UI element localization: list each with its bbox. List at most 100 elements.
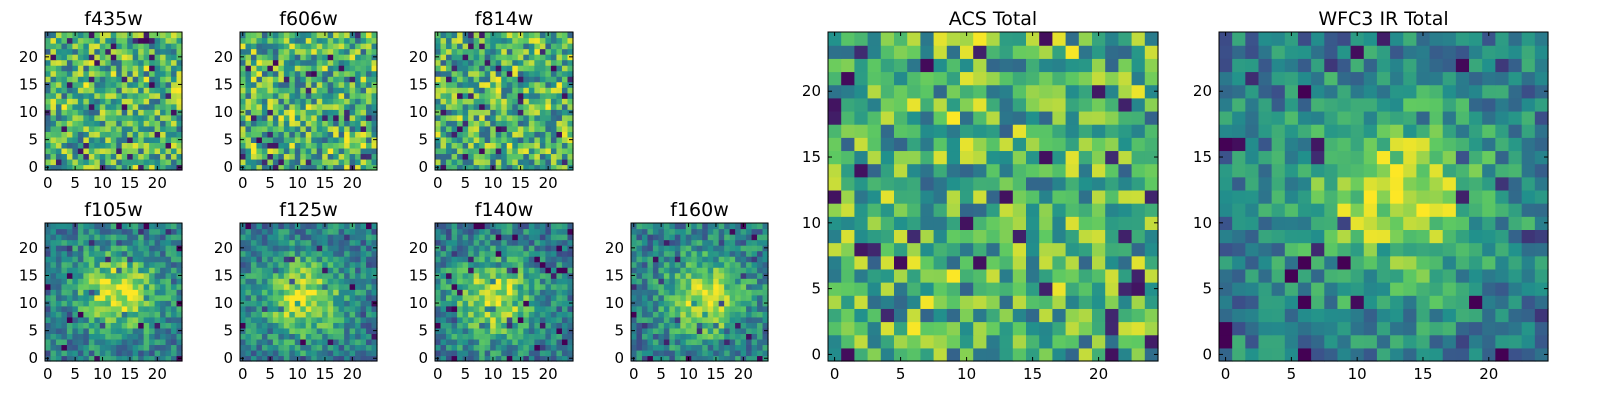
heatmap-cell xyxy=(440,278,447,285)
heatmap-cell xyxy=(880,163,895,178)
heatmap-cell xyxy=(751,333,758,340)
heatmap-cell xyxy=(366,289,373,296)
heatmap-cell xyxy=(300,81,307,88)
heatmap-cell xyxy=(55,32,63,39)
heatmap-cell xyxy=(283,164,290,171)
heatmap-cell xyxy=(484,338,491,346)
heatmap-cell xyxy=(523,103,530,110)
heatmap-cell xyxy=(366,327,373,334)
heatmap-cell xyxy=(479,344,486,351)
heatmap-cell xyxy=(327,344,334,351)
heatmap-cell xyxy=(440,98,447,105)
heatmap-cell xyxy=(435,92,442,99)
heatmap-cell xyxy=(528,294,535,301)
heatmap-cell xyxy=(457,338,464,346)
heatmap-cell xyxy=(132,256,139,263)
heatmap-cell xyxy=(451,267,458,274)
heatmap-cell xyxy=(567,65,574,72)
heatmap-cell xyxy=(517,261,524,268)
heatmap-cell xyxy=(457,142,464,149)
heatmap-cell xyxy=(986,334,1001,349)
heatmap-cell xyxy=(300,294,307,301)
heatmap-cell xyxy=(165,92,172,99)
heatmap-cell xyxy=(121,311,128,318)
heatmap-cell xyxy=(355,43,362,50)
heatmap-cell xyxy=(371,43,378,50)
heatmap-cell xyxy=(550,250,558,257)
heatmap-cell xyxy=(545,48,552,55)
heatmap-cell xyxy=(240,294,247,301)
heatmap-cell xyxy=(171,142,178,149)
heatmap-cell xyxy=(440,43,447,50)
heatmap-cell xyxy=(366,103,373,110)
heatmap-cell xyxy=(171,87,178,94)
heatmap-cell xyxy=(267,103,274,110)
heatmap-cell xyxy=(495,103,502,110)
heatmap-cell xyxy=(283,322,290,329)
heatmap-cell xyxy=(160,305,167,312)
heatmap-cell xyxy=(495,272,502,279)
heatmap-cell xyxy=(138,294,145,301)
heatmap-cell xyxy=(250,43,258,50)
heatmap-cell xyxy=(663,349,670,357)
heatmap-cell xyxy=(316,120,323,127)
heatmap-cell xyxy=(707,272,714,279)
heatmap-cell xyxy=(289,109,296,116)
heatmap-cell xyxy=(116,158,123,166)
heatmap-cell xyxy=(652,338,659,346)
heatmap-cell xyxy=(561,294,569,301)
heatmap-cell xyxy=(534,125,541,132)
heatmap-cell xyxy=(355,228,362,235)
heatmap-cell xyxy=(713,305,720,312)
heatmap-cell xyxy=(256,239,263,246)
heatmap-cell xyxy=(61,125,68,132)
heatmap-cell xyxy=(50,239,57,246)
heatmap-cell xyxy=(457,294,464,301)
heatmap-cell xyxy=(1144,189,1159,204)
heatmap-cell xyxy=(740,278,747,285)
heatmap-cell xyxy=(490,272,497,279)
heatmap-cell xyxy=(674,333,681,340)
heatmap-cell xyxy=(154,294,161,301)
heatmap-cell xyxy=(333,59,340,66)
heatmap-cell xyxy=(143,327,150,334)
heatmap-cell xyxy=(468,294,475,301)
heatmap-cell xyxy=(366,164,373,171)
heatmap-cell xyxy=(83,114,90,121)
heatmap-cell xyxy=(116,256,123,263)
heatmap-cell xyxy=(457,98,464,105)
heatmap-cell xyxy=(680,349,687,357)
heatmap-cell xyxy=(245,300,252,307)
heatmap-cell xyxy=(105,70,112,77)
heatmap-cell xyxy=(105,355,112,362)
heatmap-cell xyxy=(545,327,552,334)
heatmap-cell xyxy=(451,322,458,329)
heatmap-cell xyxy=(72,305,79,312)
heatmap-cell xyxy=(517,245,524,252)
heatmap-cell xyxy=(154,228,161,235)
heatmap-cell xyxy=(539,228,546,235)
heatmap-cell xyxy=(116,228,123,235)
heatmap-cell xyxy=(294,54,301,61)
heatmap-cell xyxy=(110,261,117,268)
heatmap-cell xyxy=(154,272,161,279)
heatmap-cell xyxy=(561,300,569,307)
heatmap-cell xyxy=(99,327,106,334)
heatmap-cell xyxy=(534,234,541,241)
heatmap-cell xyxy=(713,283,720,290)
heatmap-cell xyxy=(506,278,513,285)
heatmap-cell xyxy=(828,229,842,244)
heatmap-cell xyxy=(327,355,334,362)
heatmap-cell xyxy=(66,120,73,127)
heatmap-cell xyxy=(99,311,106,318)
x-tick-label: 20 xyxy=(539,174,558,192)
heatmap-cell xyxy=(696,327,703,334)
heatmap-cell xyxy=(240,311,247,318)
heatmap-cell xyxy=(72,267,79,274)
heatmap-cell xyxy=(278,245,285,252)
heatmap-cell xyxy=(539,272,546,279)
heatmap-cell xyxy=(1078,295,1093,309)
heatmap-cell xyxy=(256,300,263,307)
heatmap-cell xyxy=(72,65,79,72)
heatmap-cell xyxy=(631,267,638,274)
